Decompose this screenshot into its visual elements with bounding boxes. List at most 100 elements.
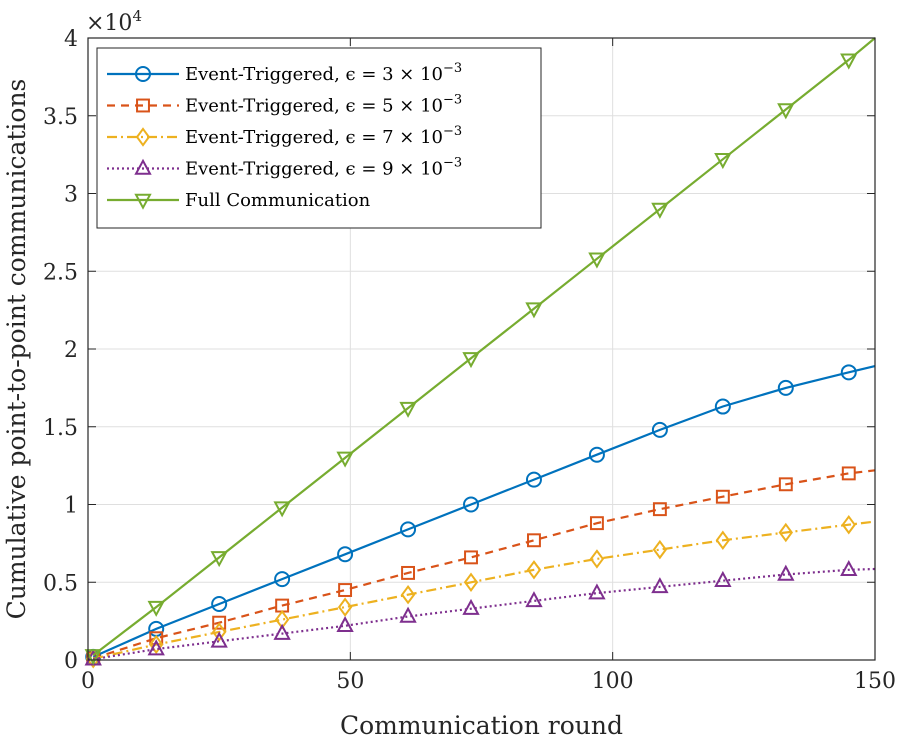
legend-entry: Event-Triggered, ϵ = 9 × 10−3 bbox=[107, 156, 462, 180]
legend-label: Event-Triggered, ϵ = 7 × 10−3 bbox=[185, 124, 462, 148]
y-tick-label: 0 bbox=[64, 649, 78, 674]
plot-frame bbox=[87, 37, 876, 661]
data-point bbox=[336, 451, 354, 468]
data-point bbox=[147, 600, 165, 617]
data-point bbox=[778, 522, 794, 543]
series-1 bbox=[85, 364, 876, 665]
legend-marker bbox=[135, 66, 151, 82]
legend-label-exponent: −3 bbox=[443, 156, 462, 171]
data-point bbox=[652, 539, 668, 560]
y-tick-label: 2.5 bbox=[43, 260, 78, 285]
legend-marker bbox=[136, 98, 150, 113]
x-tick-label: 150 bbox=[854, 669, 896, 694]
legend-entry: Full Communication bbox=[107, 190, 371, 211]
series-layer bbox=[84, 37, 876, 669]
data-point bbox=[337, 546, 354, 563]
data-point bbox=[84, 649, 102, 666]
y-scale-exponent: 4 bbox=[132, 7, 142, 25]
series-line bbox=[92, 365, 876, 658]
legend: Event-Triggered, ϵ = 3 × 10−3Event-Trigg… bbox=[96, 47, 542, 229]
data-point bbox=[651, 421, 668, 438]
data-point bbox=[399, 606, 417, 623]
data-point bbox=[714, 398, 731, 415]
series-5 bbox=[84, 37, 876, 666]
data-point bbox=[338, 583, 353, 597]
data-point bbox=[714, 153, 732, 170]
x-tick-label: 0 bbox=[81, 669, 95, 694]
legend-label: Full Communication bbox=[185, 190, 371, 211]
data-point bbox=[589, 516, 604, 531]
data-point bbox=[211, 622, 227, 642]
y-tick-label: 1 bbox=[64, 494, 78, 519]
data-point bbox=[714, 570, 732, 587]
data-point bbox=[210, 551, 228, 568]
legend-entry: Event-Triggered, ϵ = 5 × 10−3 bbox=[107, 93, 462, 117]
data-point bbox=[588, 583, 606, 600]
legend-entry: Event-Triggered, ϵ = 7 × 10−3 bbox=[107, 124, 462, 148]
data-point bbox=[589, 549, 605, 569]
series-line bbox=[92, 469, 876, 660]
data-point bbox=[401, 565, 415, 580]
data-point bbox=[840, 560, 858, 577]
legend-label-exponent: −3 bbox=[443, 93, 462, 108]
data-point bbox=[651, 202, 669, 219]
data-point bbox=[652, 502, 667, 517]
legend-marker bbox=[134, 158, 152, 175]
data-point bbox=[273, 623, 291, 640]
data-point bbox=[715, 530, 731, 550]
data-point bbox=[149, 634, 164, 655]
data-point bbox=[400, 584, 416, 605]
data-point bbox=[715, 489, 730, 504]
series-3 bbox=[86, 514, 876, 669]
legend-entry: Event-Triggered, ϵ = 3 × 10−3 bbox=[107, 61, 462, 85]
data-point bbox=[399, 401, 417, 418]
legend-label-text: Event-Triggered, ϵ = 3 × 10 bbox=[185, 64, 443, 85]
legend-label-text: Event-Triggered, ϵ = 9 × 10 bbox=[185, 159, 443, 180]
data-point bbox=[526, 560, 542, 580]
y-scale-base: ×10 bbox=[86, 11, 132, 36]
data-point bbox=[147, 639, 165, 656]
data-point bbox=[336, 615, 354, 633]
legend-label: Event-Triggered, ϵ = 5 × 10−3 bbox=[185, 93, 462, 117]
y-tick-label: 1.5 bbox=[43, 416, 78, 441]
y-axis-label: Cumulative point-to-point communications bbox=[2, 79, 31, 620]
data-point bbox=[463, 572, 479, 592]
legend-marker bbox=[134, 193, 152, 210]
data-point bbox=[651, 577, 669, 594]
data-point bbox=[463, 496, 480, 513]
legend-label: Event-Triggered, ϵ = 9 × 10−3 bbox=[185, 156, 462, 180]
y-tick-label: 3 bbox=[64, 183, 78, 208]
data-point bbox=[841, 466, 856, 481]
y-tick-label: 2 bbox=[64, 338, 78, 363]
series-line bbox=[92, 37, 876, 657]
data-point bbox=[337, 597, 353, 617]
data-point bbox=[840, 364, 857, 381]
data-point bbox=[273, 501, 291, 518]
legend-label-text: Full Communication bbox=[185, 190, 371, 211]
data-point bbox=[464, 550, 478, 565]
data-point bbox=[274, 571, 291, 588]
data-point bbox=[777, 564, 795, 581]
data-point bbox=[588, 446, 605, 463]
series-4 bbox=[84, 560, 876, 666]
data-point bbox=[210, 631, 228, 648]
legend-label: Event-Triggered, ϵ = 3 × 10−3 bbox=[185, 61, 462, 85]
data-point bbox=[840, 53, 858, 70]
data-point bbox=[841, 514, 856, 535]
legend-label-text: Event-Triggered, ϵ = 5 × 10 bbox=[185, 96, 443, 117]
x-axis-label: Communication round bbox=[340, 711, 623, 739]
y-tick-label: 0.5 bbox=[43, 571, 78, 596]
legend-label-exponent: −3 bbox=[443, 61, 462, 76]
data-point bbox=[777, 379, 794, 396]
y-tick-label: 3.5 bbox=[43, 105, 78, 130]
data-point bbox=[525, 591, 543, 608]
data-point bbox=[525, 471, 542, 488]
series-line bbox=[92, 520, 876, 660]
data-point bbox=[588, 252, 606, 269]
legend-label-exponent: −3 bbox=[443, 124, 462, 139]
legend-marker bbox=[135, 127, 151, 147]
y-scale-factor: ×104 bbox=[86, 7, 142, 36]
data-point bbox=[525, 302, 543, 319]
axes: 0 50 100 150 0 0.5 1 1.5 2 2.5 3 3.5 4 bbox=[43, 27, 896, 694]
data-point bbox=[527, 533, 541, 548]
